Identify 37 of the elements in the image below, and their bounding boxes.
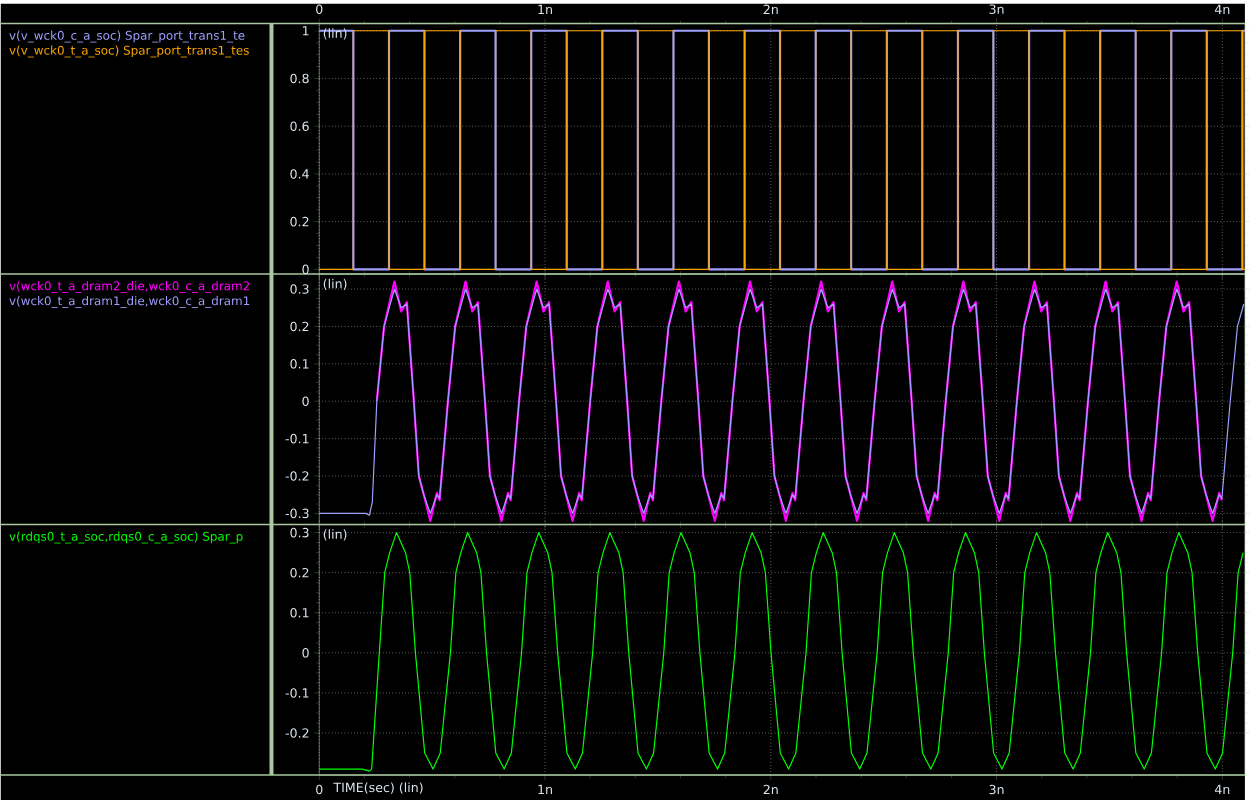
x-tick-label: 4n — [1214, 4, 1230, 14]
x-tick-label: 3n — [989, 4, 1004, 14]
y-tick-label: 0.1 — [290, 359, 309, 369]
text: v(wck0_t_a_dram2_die,wck0_c_a_dram2 — [9, 281, 250, 294]
annotation: (lin) — [323, 529, 347, 541]
y-tick-label: -0.2 — [285, 728, 309, 738]
y-tick-label: 0.2 — [290, 216, 309, 227]
y-tick-label: 0.8 — [290, 73, 309, 84]
x-tick-label: 1n — [538, 4, 552, 14]
x-tick-label: 3n — [989, 784, 1004, 795]
y-tick-label: -0.2 — [285, 471, 309, 481]
y-tick-label: 0.3 — [290, 527, 309, 538]
text: v(wck0_t_a_dram1_die,wck0_c_a_dram1 — [9, 296, 250, 308]
y-tick-label: 1 — [302, 26, 309, 36]
y-tick-label: 0.2 — [290, 567, 309, 578]
y-tick-label: 0.1 — [290, 608, 309, 618]
x-tick-label: 4n — [1214, 784, 1230, 794]
y-tick-label: 0 — [302, 396, 309, 407]
x-tick-label: 2n — [763, 784, 778, 795]
y-tick-label: -0.3 — [285, 508, 309, 519]
x-tick-label: 1n — [538, 784, 552, 794]
x-tick-label: 0 — [316, 784, 323, 795]
x-axis-title: TIME(sec) (lin) — [333, 782, 423, 794]
y-tick-label: 0.4 — [290, 169, 309, 179]
y-tick-label: 0 — [302, 648, 309, 658]
y-tick-label: 0.3 — [290, 284, 309, 294]
y-tick-label: -0.1 — [285, 433, 309, 444]
y-tick-label: 0.6 — [290, 121, 309, 131]
y-tick-label: 0 — [302, 264, 309, 275]
y-tick-label: -0.1 — [285, 688, 309, 698]
x-tick-label: 0 — [316, 4, 323, 14]
text: v(rdqs0_t_a_soc,rdqs0_c_a_soc) Spar_p — [9, 531, 243, 544]
y-tick-label: 0.2 — [290, 321, 309, 332]
text: v(v_wck0_t_a_soc) Spar_port_trans1_tes — [9, 45, 249, 58]
text: v(v_wck0_c_a_soc) Spar_port_trans1_te — [9, 30, 245, 43]
x-tick-label: 2n — [763, 4, 778, 14]
annotation: (lin) — [323, 278, 347, 290]
